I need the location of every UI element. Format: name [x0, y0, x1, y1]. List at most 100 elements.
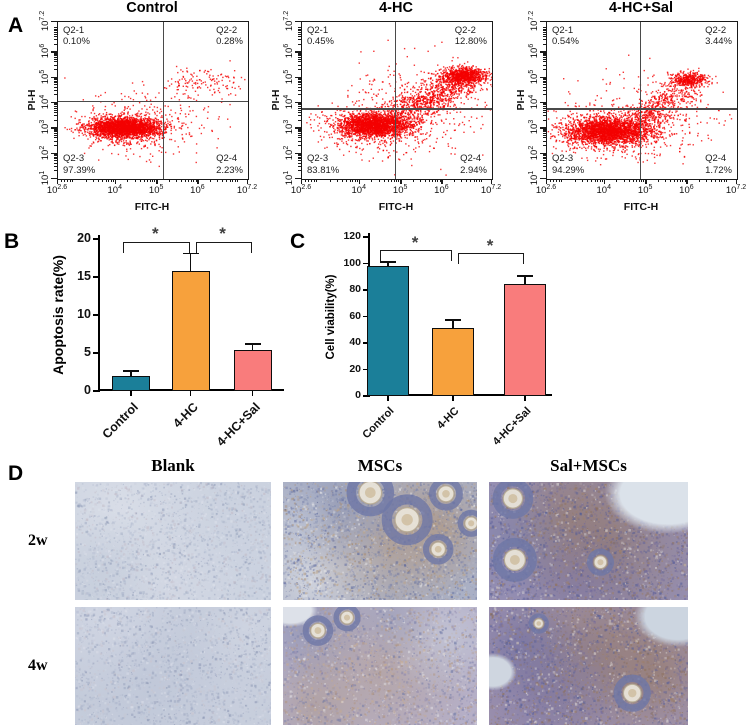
panel-d-label: D — [8, 462, 24, 485]
significance-bracket — [195, 242, 252, 253]
tick-exponent: 2 — [38, 145, 46, 150]
flow-y-minor-tick — [53, 55, 57, 57]
flow-x-tick-mark — [114, 178, 117, 184]
quadrant-v-line — [162, 22, 164, 179]
flow-y-minor-tick — [542, 64, 546, 66]
quadrant-stat: Q2-1 — [552, 25, 574, 36]
histology-image-mscs-4w — [283, 607, 477, 725]
quadrant-v-line — [395, 22, 397, 179]
flow-y-minor-tick — [542, 55, 546, 57]
flow-y-minor-tick — [53, 105, 57, 107]
flow-x-tick-mark — [736, 178, 738, 184]
flow-y-tick-label: 106 — [527, 44, 541, 59]
flow-y-minor-tick — [53, 64, 57, 66]
flow-x-tick-mark — [358, 178, 361, 184]
flow-y-minor-tick — [53, 39, 57, 41]
flow-y-minor-tick — [53, 27, 57, 29]
flow-y-minor-tick — [542, 170, 546, 172]
flow-y-tick-mark — [51, 127, 57, 129]
panel-c-label: C — [290, 230, 306, 253]
y-tick-label: 15 — [77, 269, 91, 284]
flow-y-minor-tick — [53, 160, 57, 162]
flow-y-minor-tick — [53, 137, 57, 139]
x-tick-mark — [524, 396, 526, 401]
flow-plot-title: 4-HC — [379, 0, 413, 16]
error-bar-cap — [445, 319, 461, 321]
flow-y-minor-tick — [53, 129, 57, 131]
flow-y-minor-tick — [297, 156, 301, 158]
flow-y-tick-label: 102 — [282, 145, 296, 160]
flow-y-minor-tick — [297, 84, 301, 86]
x-tick-mark — [452, 396, 454, 401]
flow-y-minor-tick — [53, 53, 57, 55]
flow-y-minor-tick — [297, 112, 301, 114]
flow-x-tick-label: 107.2 — [725, 184, 747, 197]
histology-image-sal-mscs-2w — [489, 482, 688, 600]
tick-exponent: 6 — [200, 184, 205, 191]
flow-y-minor-tick — [53, 52, 57, 54]
chart-y-axis-label: Cell viability(%) — [325, 274, 337, 359]
tick-exponent: 4 — [362, 184, 366, 191]
flow-y-minor-tick — [53, 77, 57, 79]
flow-y-minor-tick — [297, 36, 301, 38]
flow-y-minor-tick — [542, 132, 546, 134]
flow-y-minor-tick — [53, 82, 57, 84]
histology-col-header-sal-mscs: Sal+MSCs — [550, 456, 627, 475]
flow-y-minor-tick — [53, 131, 57, 133]
flow-x-tick-label: 102.6 — [46, 184, 68, 197]
quadrant-label-q2-3: Q2-3 83.81% — [307, 153, 339, 176]
flow-x-tick-label: 106 — [434, 184, 449, 197]
flow-y-minor-tick — [297, 29, 301, 31]
significance-star: * — [411, 233, 419, 252]
quadrant-stat: 0.10% — [63, 36, 90, 48]
tick-exponent: 2.6 — [546, 184, 557, 191]
y-tick-label: 120 — [343, 230, 361, 243]
flow-y-minor-tick — [297, 80, 301, 82]
y-tick-mark — [93, 352, 100, 354]
flow-y-tick-mark — [540, 76, 546, 79]
quadrant-label-q2-3: Q2-3 97.39% — [63, 153, 95, 176]
flow-y-tick-mark — [51, 21, 57, 23]
quadrant-stat: 3.44% — [705, 36, 732, 48]
flow-y-minor-tick — [297, 27, 301, 29]
quadrant-stat: Q2-2 — [705, 25, 727, 36]
flow-x-tick-label: 105 — [148, 184, 164, 197]
quadrant-label-q2-2: Q2-2 12.80% — [455, 25, 487, 48]
tick-exponent: 5 — [38, 69, 46, 74]
quadrant-stat: 1.72% — [705, 164, 732, 176]
flow-y-minor-tick — [542, 162, 546, 164]
tick-exponent: 6 — [444, 184, 449, 191]
flow-y-minor-tick — [297, 132, 301, 134]
flow-y-minor-tick — [297, 158, 301, 160]
flow-y-tick-label: 105 — [282, 69, 296, 84]
flow-y-tick-label: 107.2 — [282, 10, 296, 32]
x-tick-mark — [130, 391, 132, 396]
flow-y-minor-tick — [542, 109, 546, 111]
flow-y-minor-tick — [542, 137, 546, 139]
flow-y-minor-tick — [297, 140, 301, 142]
flow-y-tick-mark — [540, 21, 546, 23]
y-tick-mark — [93, 238, 100, 240]
flow-y-minor-tick — [542, 158, 546, 160]
flow-y-minor-tick — [53, 29, 57, 31]
flow-y-minor-tick — [297, 57, 301, 58]
flow-x-tick-label: 105 — [637, 184, 653, 197]
tick-exponent: 1 — [527, 170, 535, 175]
quadrant-stat: 0.54% — [552, 36, 579, 48]
significance-bracket — [123, 242, 190, 253]
flow-y-minor-tick — [297, 61, 301, 63]
flow-y-minor-tick — [53, 109, 57, 111]
flow-y-minor-tick — [53, 158, 57, 160]
flow-x-tick-mark — [686, 178, 688, 184]
tick-exponent: 5 — [527, 69, 535, 74]
chart-y-axis-label: Apoptosis rate(%) — [50, 255, 66, 375]
y-tick-mark — [363, 368, 370, 371]
quadrant-label-q2-3: Q2-3 94.29% — [552, 153, 584, 176]
flow-y-minor-tick — [542, 115, 546, 117]
flow-y-minor-tick — [542, 153, 546, 155]
quadrant-stat: 12.80% — [454, 36, 487, 48]
flow-y-tick-label: 102 — [38, 145, 52, 160]
flow-y-minor-tick — [297, 55, 301, 57]
flow-y-minor-tick — [297, 59, 301, 60]
tick-exponent: 7.2 — [527, 10, 535, 21]
